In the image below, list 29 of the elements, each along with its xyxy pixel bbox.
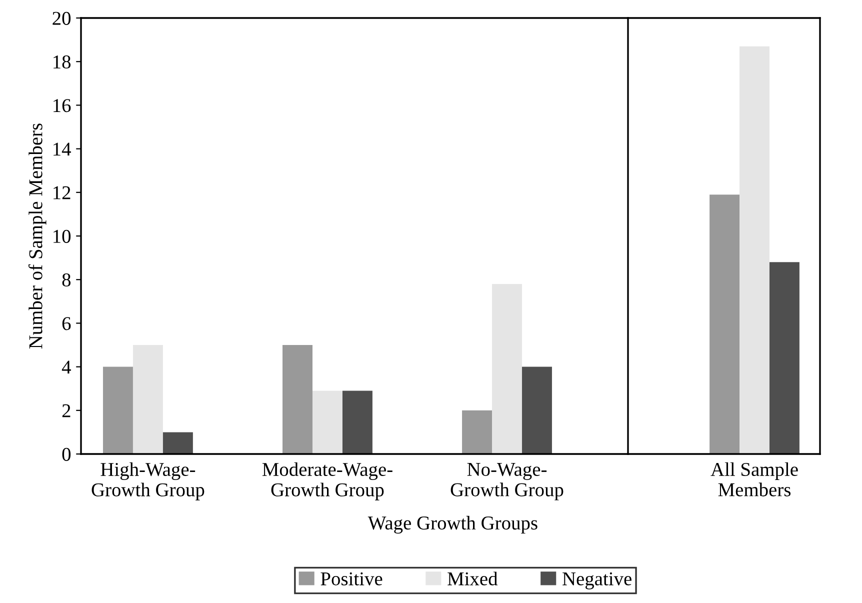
y-tick-label: 4 — [62, 360, 71, 374]
legend-label: Negative — [562, 572, 632, 590]
y-tick-label: 10 — [54, 230, 71, 243]
y-axis-title: Number of Sample Members — [28, 124, 46, 349]
bar — [492, 284, 522, 454]
y-tick-label: 16 — [54, 99, 71, 112]
bar — [282, 345, 312, 454]
x-tick-label: No-Wage- Growth Group — [450, 463, 564, 500]
bar — [312, 390, 342, 454]
bar — [522, 366, 552, 454]
x-tick-label: High-Wage- Growth Group — [92, 462, 204, 500]
bar — [462, 410, 492, 454]
y-tick-label: 6 — [62, 317, 71, 330]
x-tick-label: All Sample Members — [710, 462, 798, 496]
bar — [132, 345, 163, 454]
y-tick-label: 2 — [62, 404, 70, 418]
x-axis-title: Wage Growth Groups — [368, 516, 538, 534]
bar — [102, 366, 133, 454]
bar — [342, 390, 372, 454]
legend-label: Mixed — [448, 572, 498, 586]
y-tick-label: 0 — [62, 448, 71, 461]
y-tick-label: 12 — [54, 186, 70, 200]
legend-label: Positive — [320, 572, 382, 586]
y-tick-label: 20 — [52, 12, 71, 25]
y-tick-label: 18 — [54, 55, 71, 69]
bar — [162, 432, 193, 454]
y-tick-label: 14 — [54, 142, 71, 156]
y-tick-label: 8 — [62, 273, 71, 287]
x-tick-label: Moderate-Wage- Growth Group — [262, 462, 392, 500]
